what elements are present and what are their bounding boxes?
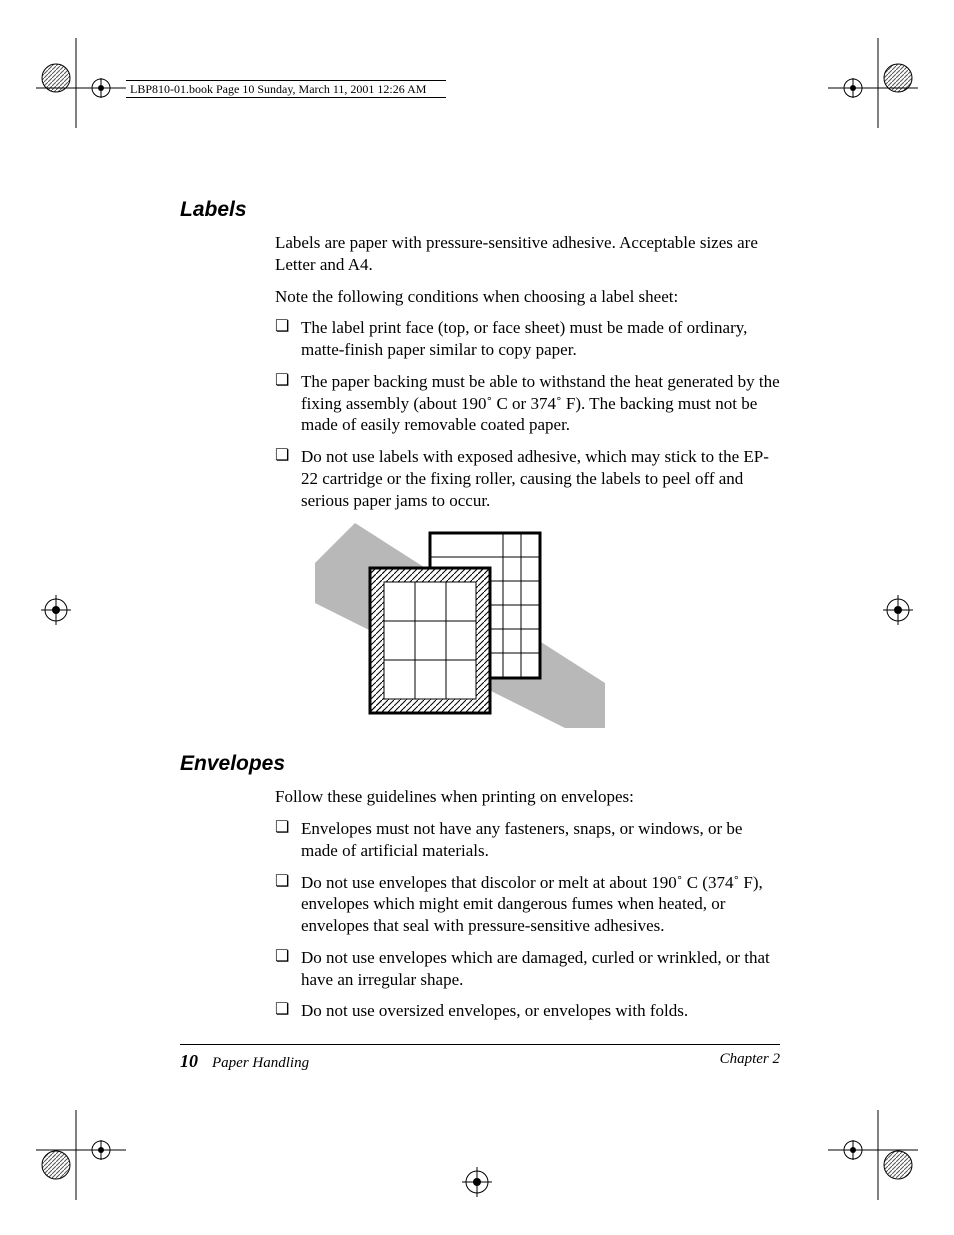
envelopes-item: Envelopes must not have any fasteners, s… — [275, 818, 780, 862]
heading-envelopes: Envelopes — [180, 752, 780, 776]
cropmark-bottom-left — [36, 1110, 126, 1200]
label-sheet-diagram — [315, 523, 605, 728]
footer-chapter: Chapter 2 — [720, 1051, 780, 1072]
envelopes-item: Do not use envelopes that discolor or me… — [275, 872, 780, 937]
envelopes-intro: Follow these guidelines when printing on… — [275, 786, 780, 808]
cropmark-top-left — [36, 38, 126, 128]
page-footer: 10 Paper Handling Chapter 2 — [180, 1044, 780, 1072]
labels-figure — [315, 523, 780, 728]
labels-list: The label print face (top, or face sheet… — [275, 317, 780, 511]
labels-intro: Labels are paper with pressure-sensitive… — [275, 232, 780, 276]
cropmark-bottom-right — [828, 1110, 918, 1200]
cropmark-bottom-center — [457, 1162, 497, 1202]
heading-labels: Labels — [180, 198, 780, 222]
envelopes-list: Envelopes must not have any fasteners, s… — [275, 818, 780, 1022]
footer-section-title: Paper Handling — [212, 1055, 309, 1072]
page-number: 10 — [180, 1051, 198, 1072]
labels-item: The paper backing must be able to withst… — [275, 371, 780, 436]
running-header: LBP810-01.book Page 10 Sunday, March 11,… — [126, 80, 446, 98]
running-header-text: LBP810-01.book Page 10 Sunday, March 11,… — [130, 82, 426, 97]
labels-note: Note the following conditions when choos… — [275, 286, 780, 308]
page-content: Labels Labels are paper with pressure-se… — [180, 198, 780, 1032]
envelopes-item: Do not use envelopes which are damaged, … — [275, 947, 780, 991]
envelopes-item: Do not use oversized envelopes, or envel… — [275, 1000, 780, 1022]
labels-item: Do not use labels with exposed adhesive,… — [275, 446, 780, 511]
labels-item: The label print face (top, or face sheet… — [275, 317, 780, 361]
cropmark-mid-right — [878, 590, 918, 630]
cropmark-top-right — [828, 38, 918, 128]
cropmark-mid-left — [36, 590, 76, 630]
